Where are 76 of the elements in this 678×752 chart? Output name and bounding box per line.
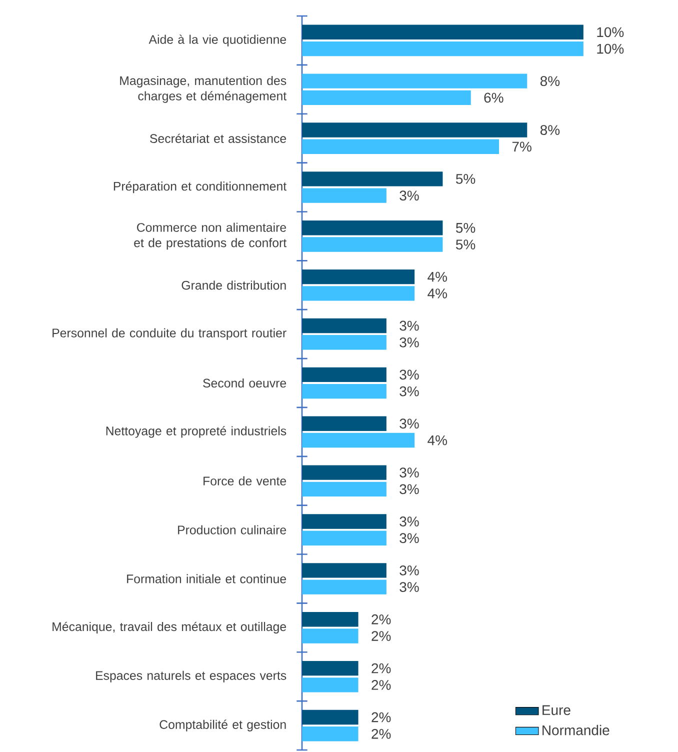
data-label: 2% xyxy=(372,631,391,641)
bar xyxy=(302,122,528,138)
legend-label: Eure xyxy=(542,705,570,716)
bar xyxy=(302,269,415,284)
bar xyxy=(302,514,386,529)
data-label: 2% xyxy=(372,680,391,690)
data-label: 5% xyxy=(456,222,476,233)
y-tick-label: Espaces naturels et espaces verts xyxy=(96,670,286,682)
legend-label: Normandie xyxy=(542,724,610,736)
data-label: 3% xyxy=(400,386,419,396)
data-label: 5% xyxy=(456,174,476,184)
bar xyxy=(302,465,386,480)
data-label: 2% xyxy=(372,712,391,722)
data-label: 2% xyxy=(372,614,391,624)
data-label: 4% xyxy=(428,272,448,282)
data-label: 7% xyxy=(512,142,532,152)
y-tick-label: Préparation et conditionnement xyxy=(114,181,286,194)
bar xyxy=(302,530,386,546)
bar xyxy=(302,24,584,40)
y-tick-label: Personnel de conduite du transport routier xyxy=(52,328,286,340)
bar xyxy=(302,482,386,497)
data-label: 8% xyxy=(540,76,560,86)
data-label: 3% xyxy=(400,320,419,331)
data-label: 4% xyxy=(428,288,448,298)
data-label: 10% xyxy=(597,44,624,54)
data-label: 3% xyxy=(400,418,419,429)
y-tick-label: Nettoyage et propreté industriels xyxy=(106,426,286,438)
bar xyxy=(302,660,358,676)
bar xyxy=(302,367,386,382)
bar xyxy=(302,416,386,431)
y-tick-label: Magasinage, manutention des charges et déménagement xyxy=(120,76,286,103)
bar xyxy=(302,237,443,252)
data-label: 3% xyxy=(400,370,419,380)
bar xyxy=(302,563,386,578)
y-tick-label: Formation initiale et continue xyxy=(127,574,286,584)
y-tick-label: Aide à la vie quotidienne xyxy=(148,34,286,46)
bar xyxy=(302,41,584,56)
data-label: 3% xyxy=(400,484,419,494)
bar xyxy=(302,628,358,644)
data-label: 3% xyxy=(400,337,419,348)
data-label: 8% xyxy=(540,125,560,135)
data-label: 3% xyxy=(400,582,419,592)
data-label: 3% xyxy=(400,190,419,201)
bar xyxy=(302,726,358,742)
y-tick-label: Comptabilité et gestion xyxy=(160,720,286,732)
y-tick-label: Production culinaire xyxy=(178,525,286,534)
y-tick-label: Grande distribution xyxy=(182,280,286,290)
bar xyxy=(302,678,358,692)
data-label: 3% xyxy=(400,516,419,526)
bar xyxy=(302,384,386,399)
bar xyxy=(302,139,499,154)
bar xyxy=(302,318,386,334)
data-label: 3% xyxy=(400,468,419,478)
bar xyxy=(302,432,415,448)
y-tick-label: Mécanique, travail des métaux et outillage xyxy=(52,622,286,634)
y-tick-label: Commerce non alimentaire et de prestations de confort xyxy=(134,222,286,250)
data-label: 3% xyxy=(400,533,419,544)
y-tick-label: Secrétariat et assistance xyxy=(150,134,286,143)
data-label: 3% xyxy=(400,565,419,576)
bar xyxy=(302,710,358,725)
data-label: 6% xyxy=(484,92,504,103)
data-label: 2% xyxy=(372,728,391,739)
data-label: 10% xyxy=(597,27,624,38)
bar xyxy=(302,188,386,203)
data-label: 4% xyxy=(428,435,448,446)
data-label: 2% xyxy=(372,663,391,674)
bar xyxy=(302,220,443,236)
bar xyxy=(302,335,386,350)
bar xyxy=(302,612,358,627)
bar xyxy=(302,286,415,301)
y-tick-label: Second oeuvre xyxy=(203,378,286,388)
bar xyxy=(302,172,443,186)
bar xyxy=(302,580,386,594)
data-label: 5% xyxy=(456,240,476,250)
y-tick-label: Force de vente xyxy=(204,476,286,486)
bar xyxy=(302,90,471,106)
